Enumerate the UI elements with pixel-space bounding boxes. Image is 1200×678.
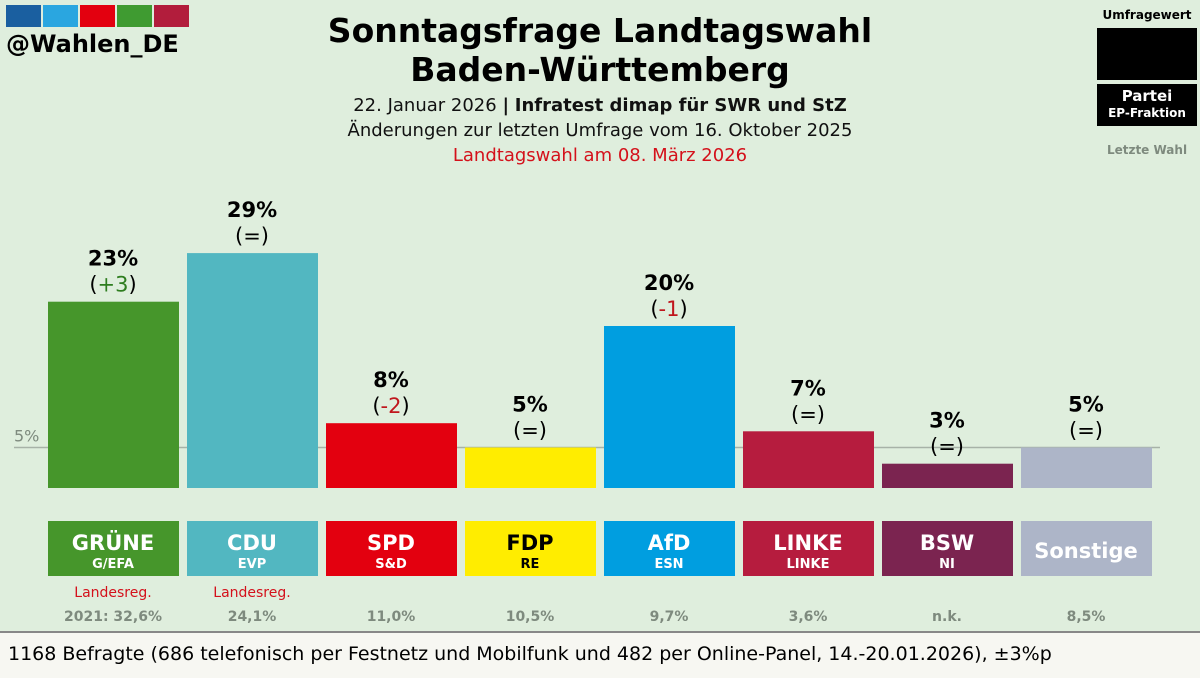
change-label-0: (+3): [89, 273, 136, 297]
party-box-7: [1021, 521, 1152, 576]
changes-note: Änderungen zur letzten Umfrage vom 16. O…: [347, 120, 853, 141]
chart-title-line1: Sonntagsfrage Landtagswahl: [327, 11, 873, 50]
last-election-5: 3,6%: [789, 609, 828, 625]
logo-block-3: [117, 5, 152, 27]
ep-group-5: LINKE: [787, 557, 830, 572]
bar-0: [48, 301, 179, 488]
legend-value-box: [1097, 28, 1197, 80]
footer-bar: [0, 631, 1200, 678]
party-box-0: [48, 521, 179, 576]
legend-value-label: Umfragewert: [1102, 8, 1192, 22]
value-label-4: 20%: [644, 271, 694, 295]
change-label-6: (=): [930, 435, 964, 459]
value-label-2: 8%: [373, 368, 409, 392]
last-election-1: 24,1%: [228, 609, 277, 625]
legend-last-election-label: Letzte Wahl: [1106, 143, 1188, 157]
ep-group-6: NI: [939, 557, 955, 572]
ep-group-3: RE: [521, 557, 540, 572]
party-box-2: [326, 521, 457, 576]
legend-fraction-label: EP-Fraktion: [1108, 106, 1186, 120]
chart-title-line2: Baden-Württemberg: [410, 50, 790, 89]
account-handle: @Wahlen_DE: [6, 30, 179, 58]
party-box-3: [465, 521, 596, 576]
ep-group-1: EVP: [238, 557, 266, 572]
last-election-7: 8,5%: [1067, 609, 1106, 625]
last-election-3: 10,5%: [506, 609, 555, 625]
party-name-1: CDU: [227, 531, 277, 555]
logo-block-4: [154, 5, 189, 27]
logo-block-1: [43, 5, 78, 27]
party-name-3: FDP: [506, 531, 553, 555]
value-label-1: 29%: [227, 198, 277, 222]
government-label-0: Landesreg.: [74, 585, 151, 601]
change-label-5: (=): [791, 402, 825, 426]
bar-2: [326, 423, 457, 488]
last-election-4: 9,7%: [650, 609, 689, 625]
separator: |: [502, 95, 510, 116]
party-name-7: Sonstige: [1034, 539, 1138, 563]
legend-party-label: Partei: [1121, 87, 1173, 105]
party-box-6: [882, 521, 1013, 576]
value-label-5: 7%: [790, 376, 826, 400]
party-name-4: AfD: [648, 531, 691, 555]
value-label-6: 3%: [929, 409, 965, 433]
last-election-0: 2021: 32,6%: [64, 609, 162, 625]
ep-group-2: S&D: [375, 557, 407, 572]
bar-chart: 5% 23%(+3) GRÜNE G/EFA Landesreg. 2021: 32,6%…: [14, 198, 1160, 625]
change-label-3: (=): [513, 419, 547, 443]
poll-institute: Infratest dimap für SWR und StZ: [514, 95, 847, 116]
bar-4: [604, 326, 735, 488]
party-box-4: [604, 521, 735, 576]
value-label-3: 5%: [512, 393, 548, 417]
party-box-1: [187, 521, 318, 576]
bar-6: [882, 463, 1013, 488]
value-label-0: 23%: [88, 247, 138, 271]
change-label-1: (=): [235, 224, 269, 248]
last-election-2: 11,0%: [367, 609, 416, 625]
party-name-2: SPD: [367, 531, 415, 555]
logo-strip: [6, 5, 196, 27]
government-label-1: Landesreg.: [213, 585, 290, 601]
legend-party-box: Partei EP-Fraktion: [1097, 84, 1197, 126]
bar-7: [1021, 447, 1152, 488]
change-label-2: (-2): [372, 394, 409, 418]
footer-sample-info: 1168 Befragte (686 telefonisch per Festn…: [8, 643, 1052, 665]
logo-block-0: [6, 5, 41, 27]
bar-3: [465, 447, 596, 488]
poll-info: 22. Januar 2026 | Infratest dimap für SW…: [0, 95, 1200, 116]
poll-date: 22. Januar 2026: [353, 95, 497, 116]
party-name-5: LINKE: [773, 531, 842, 555]
bar-1: [187, 253, 318, 488]
party-name-0: GRÜNE: [72, 530, 154, 555]
ep-group-0: G/EFA: [92, 557, 134, 572]
change-label-4: (-1): [650, 297, 687, 321]
ep-group-4: ESN: [654, 557, 683, 572]
threshold-label: 5%: [14, 427, 39, 446]
election-note: Landtagswahl am 08. März 2026: [452, 145, 748, 166]
logo-block-2: [80, 5, 115, 27]
party-name-6: BSW: [920, 531, 974, 555]
last-election-6: n.k.: [932, 609, 962, 625]
bar-5: [743, 431, 874, 488]
value-label-7: 5%: [1068, 393, 1104, 417]
change-label-7: (=): [1069, 419, 1103, 443]
party-box-5: [743, 521, 874, 576]
